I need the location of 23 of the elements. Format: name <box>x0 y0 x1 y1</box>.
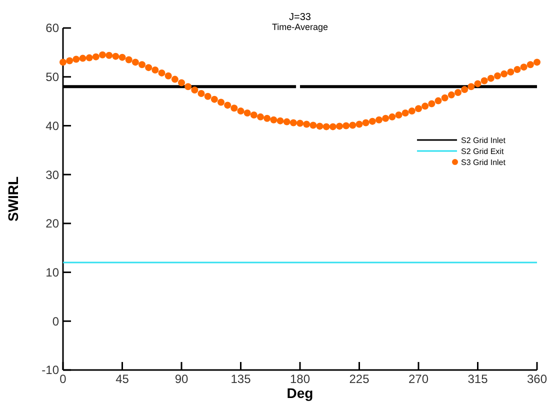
y-tick-label: 20 <box>46 216 60 231</box>
chart-title: J=33 <box>289 12 312 23</box>
x-axis-title: Deg <box>286 385 314 401</box>
x-tick-label: 180 <box>290 372 310 386</box>
legend-label: S2 Grid Exit <box>461 146 504 156</box>
x-tick-label: 135 <box>230 372 252 386</box>
x-tick-label: 225 <box>349 372 370 386</box>
y-axis-title: SWIRL <box>5 176 21 222</box>
y-tick-label: 60 <box>46 21 60 36</box>
x-tick-label: 45 <box>116 372 130 386</box>
chart-subtitle: Time-Average <box>272 22 328 32</box>
y-tick-label: 10 <box>46 265 60 280</box>
x-tick-label: 360 <box>526 372 548 386</box>
x-tick-label: 90 <box>174 372 188 386</box>
legend-label: S2 Grid Inlet <box>461 136 506 145</box>
y-tick-label: -10 <box>42 363 60 378</box>
y-tick-label: 30 <box>46 168 60 182</box>
y-tick-label: 50 <box>46 70 60 84</box>
x-tick-label: 315 <box>468 372 488 386</box>
x-tick-label: 270 <box>408 372 429 386</box>
legend-label: S3 Grid Inlet <box>461 158 506 167</box>
y-tick-label: 0 <box>52 314 60 328</box>
y-tick-label: 40 <box>46 118 60 133</box>
